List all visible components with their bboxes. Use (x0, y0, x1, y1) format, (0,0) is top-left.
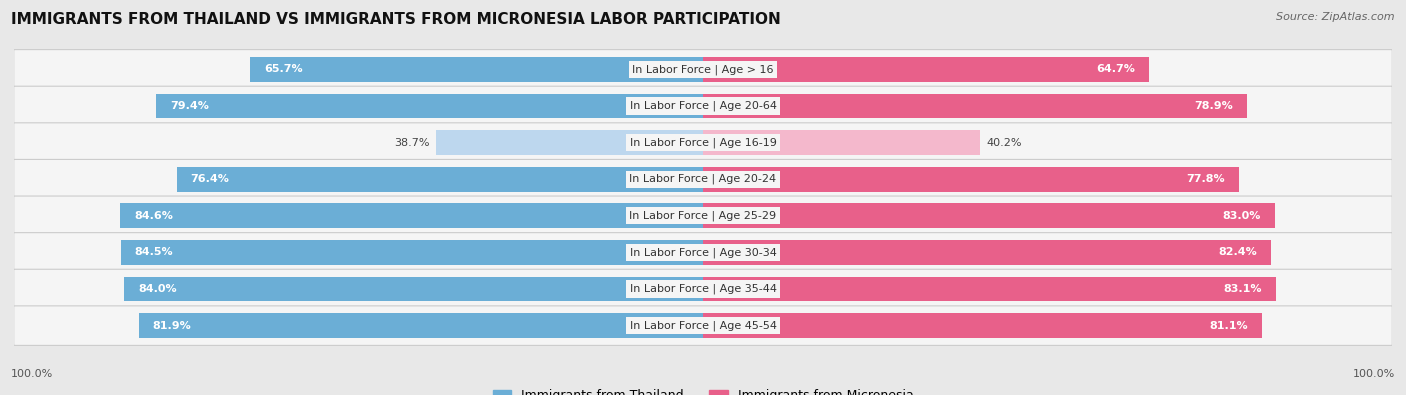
Text: 84.0%: 84.0% (138, 284, 177, 294)
FancyBboxPatch shape (14, 306, 1392, 345)
FancyBboxPatch shape (14, 86, 1392, 126)
Bar (703, 276, 1275, 301)
Text: 65.7%: 65.7% (264, 64, 302, 74)
FancyBboxPatch shape (14, 123, 1392, 162)
Legend: Immigrants from Thailand, Immigrants from Micronesia: Immigrants from Thailand, Immigrants fro… (488, 384, 918, 395)
Text: 100.0%: 100.0% (1353, 369, 1395, 379)
Text: 81.9%: 81.9% (152, 321, 191, 331)
Text: 78.9%: 78.9% (1194, 101, 1233, 111)
Text: 40.2%: 40.2% (987, 137, 1022, 148)
Text: 100.0%: 100.0% (11, 369, 53, 379)
Bar (120, 203, 703, 228)
Bar (703, 313, 1261, 338)
Text: 84.6%: 84.6% (134, 211, 173, 221)
FancyBboxPatch shape (14, 50, 1392, 89)
Bar (436, 130, 703, 155)
Text: In Labor Force | Age 45-54: In Labor Force | Age 45-54 (630, 320, 776, 331)
Bar (703, 240, 1271, 265)
FancyBboxPatch shape (14, 269, 1392, 309)
FancyBboxPatch shape (14, 160, 1392, 199)
FancyBboxPatch shape (14, 196, 1392, 235)
Bar (703, 130, 980, 155)
Bar (121, 240, 703, 265)
Text: 64.7%: 64.7% (1097, 64, 1135, 74)
Text: In Labor Force | Age 35-44: In Labor Force | Age 35-44 (630, 284, 776, 294)
Text: Source: ZipAtlas.com: Source: ZipAtlas.com (1277, 12, 1395, 22)
Bar (124, 276, 703, 301)
Text: 81.1%: 81.1% (1209, 321, 1249, 331)
Bar (139, 313, 703, 338)
Text: 77.8%: 77.8% (1187, 174, 1225, 184)
Bar (156, 94, 703, 118)
Bar (703, 94, 1247, 118)
Text: In Labor Force | Age 25-29: In Labor Force | Age 25-29 (630, 211, 776, 221)
Text: 83.1%: 83.1% (1223, 284, 1261, 294)
Text: In Labor Force | Age 16-19: In Labor Force | Age 16-19 (630, 137, 776, 148)
Bar (177, 167, 703, 192)
Text: In Labor Force | Age 30-34: In Labor Force | Age 30-34 (630, 247, 776, 258)
Text: In Labor Force | Age > 16: In Labor Force | Age > 16 (633, 64, 773, 75)
Bar (703, 167, 1239, 192)
Bar (250, 57, 703, 82)
Text: In Labor Force | Age 20-64: In Labor Force | Age 20-64 (630, 101, 776, 111)
Text: 82.4%: 82.4% (1218, 247, 1257, 258)
Text: IMMIGRANTS FROM THAILAND VS IMMIGRANTS FROM MICRONESIA LABOR PARTICIPATION: IMMIGRANTS FROM THAILAND VS IMMIGRANTS F… (11, 12, 780, 27)
FancyBboxPatch shape (14, 233, 1392, 272)
Bar (703, 203, 1275, 228)
Bar (703, 57, 1149, 82)
Text: 84.5%: 84.5% (135, 247, 173, 258)
Text: 38.7%: 38.7% (394, 137, 429, 148)
Text: In Labor Force | Age 20-24: In Labor Force | Age 20-24 (630, 174, 776, 184)
Text: 79.4%: 79.4% (170, 101, 208, 111)
Text: 76.4%: 76.4% (190, 174, 229, 184)
Text: 83.0%: 83.0% (1223, 211, 1261, 221)
